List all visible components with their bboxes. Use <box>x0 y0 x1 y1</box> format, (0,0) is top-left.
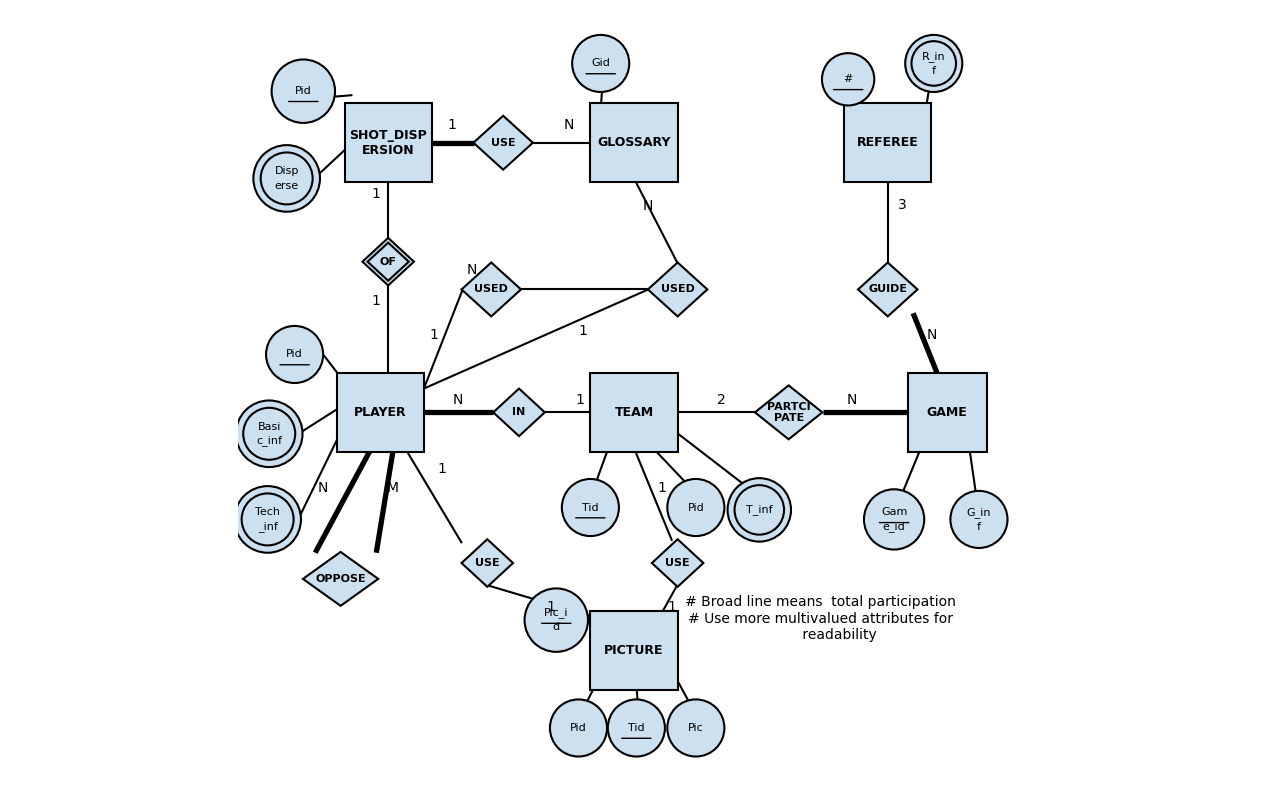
Text: Pic_i: Pic_i <box>544 607 568 619</box>
Text: erse: erse <box>275 181 299 190</box>
Text: _inf: _inf <box>257 521 278 532</box>
Text: Gid: Gid <box>591 59 610 68</box>
Text: N: N <box>564 117 574 132</box>
Ellipse shape <box>607 699 664 757</box>
Polygon shape <box>652 539 704 587</box>
Text: N: N <box>453 393 463 408</box>
Text: Tid: Tid <box>582 503 598 512</box>
Text: 2: 2 <box>716 393 725 408</box>
Text: USED: USED <box>474 285 508 294</box>
Text: 1: 1 <box>578 324 587 339</box>
Polygon shape <box>858 262 918 316</box>
Polygon shape <box>648 262 708 316</box>
Text: T_inf: T_inf <box>746 504 772 515</box>
Polygon shape <box>363 238 413 285</box>
Text: OF: OF <box>379 257 397 266</box>
Text: Disp: Disp <box>274 167 299 176</box>
Text: N: N <box>318 481 328 495</box>
Text: M: M <box>387 481 398 495</box>
Text: N: N <box>467 262 477 277</box>
Text: PICTURE: PICTURE <box>605 644 663 657</box>
Text: N: N <box>926 328 937 342</box>
Text: GLOSSARY: GLOSSARY <box>597 136 671 149</box>
Text: Basi: Basi <box>257 422 281 431</box>
FancyBboxPatch shape <box>844 103 932 182</box>
Text: f: f <box>932 66 936 75</box>
Polygon shape <box>473 116 533 170</box>
Text: USED: USED <box>661 285 695 294</box>
FancyBboxPatch shape <box>591 611 677 690</box>
Text: USE: USE <box>666 558 690 568</box>
FancyBboxPatch shape <box>908 373 987 452</box>
Text: Pid: Pid <box>287 350 303 359</box>
Text: 1: 1 <box>668 600 677 614</box>
Ellipse shape <box>562 479 619 536</box>
Text: SHOT_DISP
ERSION: SHOT_DISP ERSION <box>349 128 427 157</box>
Text: REFEREE: REFEREE <box>857 136 918 149</box>
FancyBboxPatch shape <box>591 373 677 452</box>
Text: Pid: Pid <box>571 723 587 733</box>
Text: 1: 1 <box>448 117 456 132</box>
Text: 1: 1 <box>547 600 555 614</box>
Text: GAME: GAME <box>927 406 967 419</box>
Ellipse shape <box>822 53 874 105</box>
Ellipse shape <box>271 59 335 123</box>
Text: 1: 1 <box>372 187 380 201</box>
FancyBboxPatch shape <box>336 373 424 452</box>
Text: 1: 1 <box>657 481 666 495</box>
Text: OPPOSE: OPPOSE <box>316 574 366 584</box>
Ellipse shape <box>667 699 724 757</box>
Text: 1: 1 <box>430 328 439 343</box>
Text: PLAYER: PLAYER <box>354 406 407 419</box>
Polygon shape <box>462 539 514 587</box>
Text: 1: 1 <box>437 462 446 477</box>
Text: R_in: R_in <box>922 51 946 62</box>
Text: N: N <box>847 393 857 408</box>
Text: N: N <box>643 199 653 213</box>
Text: PARTCI
PATE: PARTCI PATE <box>767 401 810 423</box>
Ellipse shape <box>667 479 724 536</box>
Text: Pic: Pic <box>689 723 704 733</box>
Text: f: f <box>976 522 981 531</box>
Text: c_inf: c_inf <box>256 435 283 446</box>
Text: Tid: Tid <box>628 723 644 733</box>
Text: IN: IN <box>512 408 526 417</box>
Ellipse shape <box>728 478 791 542</box>
Polygon shape <box>754 385 823 439</box>
Text: 1: 1 <box>576 393 585 408</box>
Ellipse shape <box>572 35 629 92</box>
Text: Gam: Gam <box>881 508 908 517</box>
Ellipse shape <box>864 489 924 550</box>
Text: USE: USE <box>476 558 500 568</box>
Ellipse shape <box>236 400 303 467</box>
Text: GUIDE: GUIDE <box>869 285 908 294</box>
Text: # Broad line means  total participation
# Use more multivalued attributes for
  : # Broad line means total participation #… <box>685 596 956 642</box>
Ellipse shape <box>525 588 588 652</box>
Ellipse shape <box>266 326 323 383</box>
Text: 3: 3 <box>898 197 907 212</box>
Ellipse shape <box>550 699 607 757</box>
Text: USE: USE <box>491 138 516 147</box>
FancyBboxPatch shape <box>591 103 677 182</box>
Ellipse shape <box>905 35 962 92</box>
Ellipse shape <box>254 145 320 212</box>
Text: Pid: Pid <box>687 503 704 512</box>
Text: TEAM: TEAM <box>615 406 653 419</box>
Text: 1: 1 <box>372 294 380 308</box>
Polygon shape <box>303 552 378 606</box>
Polygon shape <box>462 262 521 316</box>
Text: Pid: Pid <box>295 86 312 96</box>
Ellipse shape <box>951 491 1008 548</box>
FancyBboxPatch shape <box>345 103 432 182</box>
Text: #: # <box>843 75 853 84</box>
Polygon shape <box>493 389 545 436</box>
Text: d: d <box>553 623 560 632</box>
Text: Tech: Tech <box>255 508 280 517</box>
Ellipse shape <box>235 486 301 553</box>
Text: G_in: G_in <box>966 507 992 518</box>
Text: e_id: e_id <box>883 521 905 532</box>
